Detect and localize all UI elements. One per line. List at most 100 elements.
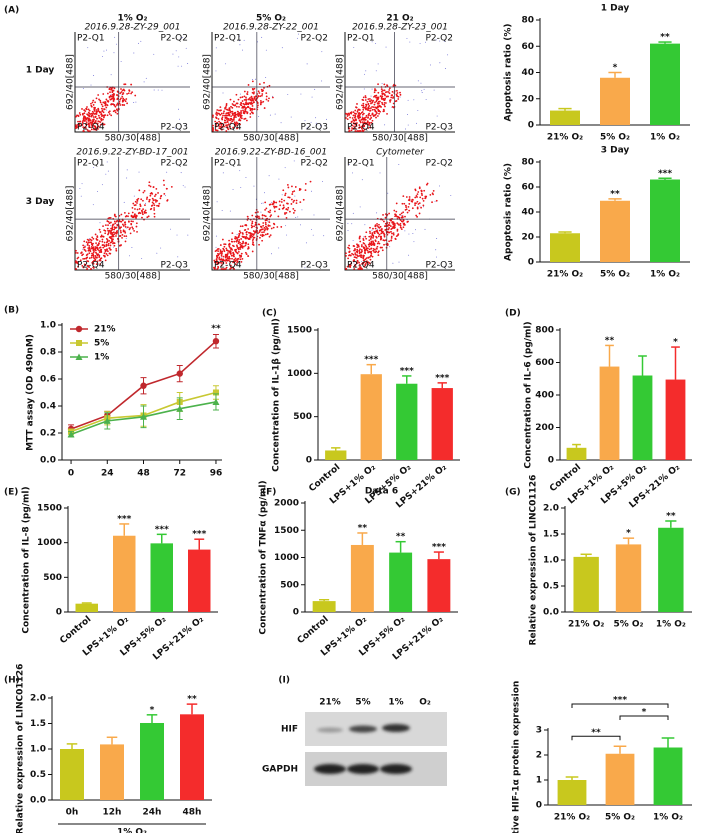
cytometry-dot [256, 102, 259, 104]
cytometry-dot [121, 95, 124, 98]
cytometry-dot [119, 98, 122, 101]
cytometry-dot [222, 112, 225, 115]
cytometry-dot [264, 228, 267, 230]
blot-band [349, 725, 377, 733]
cytometry-dot [93, 118, 95, 121]
cytometry-dot [264, 219, 267, 222]
cytometry-dot [357, 117, 360, 120]
cytometry-dot [364, 235, 367, 238]
cytometry-dot [360, 111, 363, 114]
cytometry-dot [382, 98, 385, 101]
cytometry-dot [218, 125, 221, 128]
cytometry-dot [406, 38, 408, 40]
cytometry-dot [271, 253, 272, 255]
cytometry-dot [378, 229, 381, 232]
cytometry-dot [388, 224, 391, 227]
cytometry-dot [96, 244, 99, 246]
cytometry-dot [130, 220, 133, 223]
cytometry-dot [111, 235, 114, 237]
cytometry-dot [216, 248, 219, 250]
cytometry-dot [85, 107, 87, 110]
cytometry-dot [240, 245, 242, 248]
cytometry-dot [376, 245, 379, 248]
cytometry-dot [436, 115, 438, 117]
cytometry-dot [246, 111, 249, 114]
cytometry-dot [89, 238, 92, 241]
cytometry-dot [286, 184, 289, 186]
cytometry-dot [245, 224, 248, 227]
cytometry-dot [88, 257, 91, 260]
cytometry-dot [356, 243, 358, 246]
cytometry-dot [287, 93, 289, 95]
cytometry-dot [449, 159, 451, 161]
cytometry-dot [424, 197, 427, 200]
x-axis-label: 1% O₂ [117, 828, 147, 833]
cytometry-dot [81, 264, 84, 267]
cytometry-dot [148, 181, 151, 184]
cytometry-dot [127, 212, 130, 215]
y-tick-label: 0.0 [30, 796, 46, 806]
cytometry-dot [377, 254, 380, 257]
cytometry-dot [257, 90, 260, 93]
cytometry-dot [88, 125, 91, 128]
cytometry-dot [248, 102, 251, 104]
cytometry-dot [350, 262, 353, 265]
cytometry-dot [92, 254, 95, 257]
cytometry-dot [149, 194, 152, 197]
cytometry-dot [357, 245, 360, 248]
cytometry-dot [355, 261, 358, 264]
cytometry-dot [353, 112, 356, 115]
cytometry-dot [237, 247, 240, 249]
cytometry-dot [369, 114, 372, 117]
cytometry-dot [232, 126, 235, 129]
cytometry-dot [310, 190, 312, 192]
cytometry-dot [163, 192, 166, 195]
y-tick-label: 2.0 [543, 504, 559, 514]
y-tick-label: 500 [293, 412, 312, 422]
cytometry-dot [217, 112, 219, 115]
panel-label: (A) [4, 6, 19, 16]
cytometry-dot [116, 108, 118, 111]
cytometry-dot [354, 130, 357, 132]
cytometry-dot [106, 227, 109, 230]
bar [100, 744, 124, 800]
cytometry-dot [408, 203, 411, 205]
cytometry-dot [233, 258, 236, 261]
cytometry-dot [156, 199, 159, 202]
cytometry-dot [108, 229, 111, 232]
cytometry-dot [215, 123, 218, 125]
cytometry-dot [166, 199, 169, 202]
cytometry-dot [272, 203, 275, 205]
cytometry-dot [369, 256, 371, 258]
axis-label: 580/30[488] [105, 134, 161, 144]
cytometry-dot [421, 90, 423, 92]
chart-title: Data 6 [365, 487, 398, 497]
cytometry-dot [213, 259, 216, 262]
cytometry-dot [377, 83, 379, 86]
cytometry-dot [400, 228, 403, 231]
cytometry-dot [374, 251, 377, 254]
cytometry-dot [123, 99, 126, 101]
cytometry-dot [90, 102, 92, 105]
cytometry-dot [116, 90, 119, 93]
cytometry-dot [94, 246, 97, 248]
cytometry-dot [218, 120, 220, 123]
cytometry-dot [433, 89, 435, 91]
cytometry-dot [347, 222, 349, 224]
quadrant-label: P2-Q1 [347, 34, 375, 44]
cytometry-dot [223, 245, 226, 248]
cytometry-dot [239, 231, 242, 234]
cytometry-dot [120, 88, 122, 90]
axis-label: 580/30[488] [372, 272, 428, 282]
cytometry-dot [111, 224, 114, 227]
cytometry-dot [268, 221, 271, 224]
cytometry-dot [407, 220, 409, 223]
cytometry-dot [230, 240, 233, 243]
cytometry-dot [365, 116, 367, 119]
cytometry-dot [220, 123, 223, 126]
cytometry-dot [431, 201, 433, 204]
cytometry-dot [280, 201, 283, 203]
cytometry-dot [240, 117, 243, 120]
cytometry-dot [103, 245, 106, 248]
cytometry-dot [392, 96, 395, 98]
